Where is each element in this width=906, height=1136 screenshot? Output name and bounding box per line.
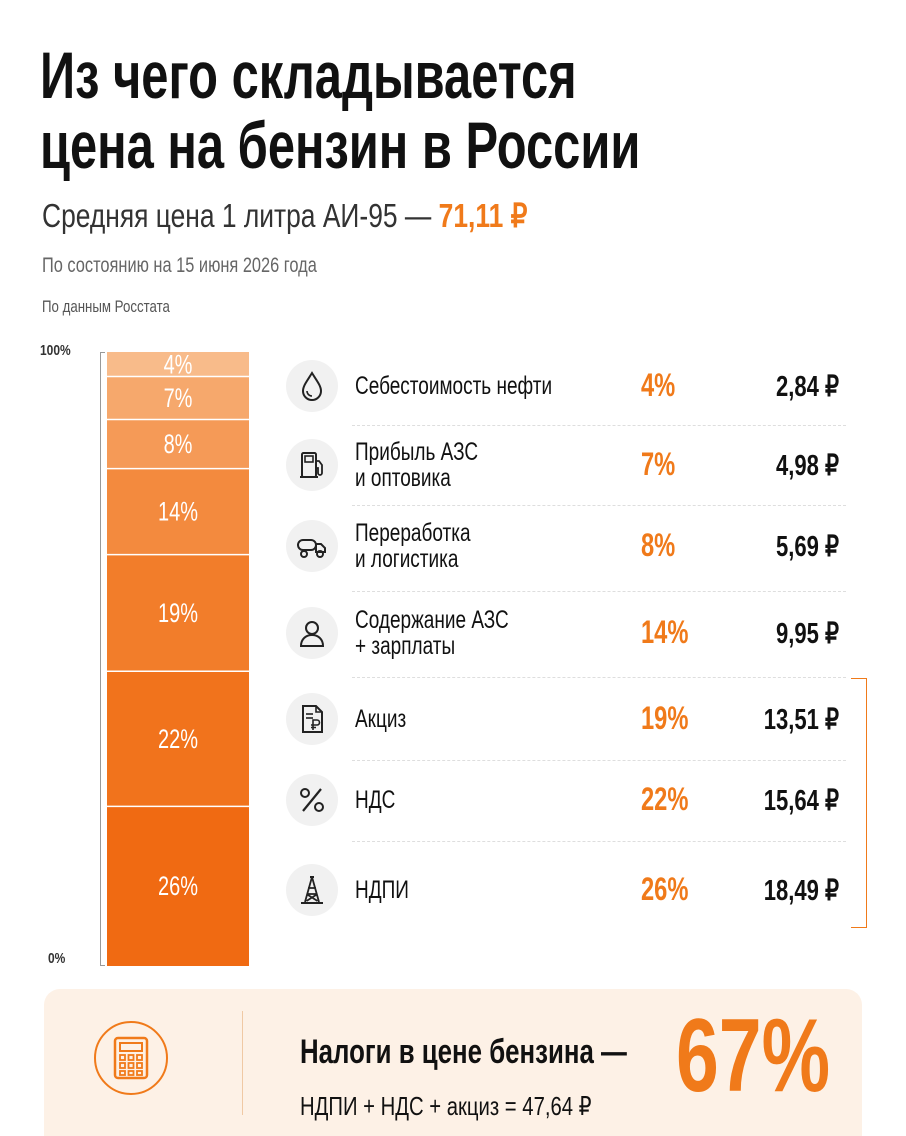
segment-label: 26% [158, 871, 198, 902]
bar-segment-7 [107, 806, 249, 966]
row-label: и логистика [355, 545, 459, 573]
summary-divider [242, 1011, 243, 1115]
title-line-1: Из чего складывается [40, 38, 577, 112]
row-percent: 14% [641, 614, 689, 650]
row-percent: 8% [641, 527, 676, 563]
row-amount: 15,64 ₽ [763, 785, 839, 817]
row-percent: 4% [641, 367, 676, 403]
person-icon [286, 607, 338, 659]
axis-label-bottom: 0% [48, 950, 66, 967]
row-separator [352, 841, 846, 842]
title-line-2: цена на бензин в России [40, 108, 641, 182]
row-amount: 2,84 ₽ [775, 371, 839, 403]
summary-formula: НДПИ + НДС + акциз = 47,64 ₽ [300, 1091, 592, 1121]
source-note: По данным Росстата [42, 297, 170, 316]
date-note: По состоянию на 15 июня 2026 года [42, 254, 317, 277]
segment-label: 19% [158, 598, 198, 629]
oil-rig-icon [286, 864, 338, 916]
row-percent: 26% [641, 871, 689, 907]
bar-segment-6 [107, 671, 249, 807]
row-amount: 9,95 ₽ [775, 618, 839, 650]
bar-segment-3 [107, 419, 249, 469]
bar-segment-5 [107, 554, 249, 672]
segment-label: 14% [158, 497, 198, 528]
segment-label: 4% [164, 349, 193, 380]
row-amount: 4,98 ₽ [775, 450, 839, 482]
row-separator [352, 760, 846, 761]
row-separator [352, 425, 846, 426]
average-price: 71,11 ₽ [438, 197, 528, 234]
row-label: НДС [355, 786, 396, 814]
row-amount: 18,49 ₽ [763, 875, 839, 907]
row-label: Переработка [355, 519, 471, 547]
row-separator [352, 677, 846, 678]
row-percent: 22% [641, 781, 689, 817]
segment-label: 22% [158, 724, 198, 755]
row-label: и оптовика [355, 464, 451, 492]
row-percent: 7% [641, 446, 676, 482]
page-title: Из чего складывается цена на бензин в Ро… [40, 40, 851, 180]
row-amount: 13,51 ₽ [763, 704, 839, 736]
row-label: Себестоимость нефти [355, 372, 553, 400]
fuel-pump-icon [286, 439, 338, 491]
calculator-icon [94, 1021, 168, 1095]
tax-bracket [851, 678, 867, 928]
row-label: Содержание АЗС [355, 606, 509, 634]
row-percent: 19% [641, 700, 689, 736]
row-label: Прибыль АЗС [355, 438, 479, 466]
subtitle: Средняя цена 1 литра АИ-95 — 71,11 ₽ [42, 196, 527, 235]
bar-segment-1 [107, 352, 249, 377]
percent-icon [286, 774, 338, 826]
segment-label: 7% [164, 383, 193, 414]
ruble-document-icon [286, 693, 338, 745]
segment-label: 8% [164, 429, 193, 460]
bar-segment-4 [107, 468, 249, 555]
row-label: + зарплаты [355, 632, 456, 660]
row-separator [352, 505, 846, 506]
summary-tax-share: 67% [676, 998, 831, 1114]
row-label: Акциз [355, 705, 407, 733]
bar-segment-2 [107, 376, 249, 420]
axis-label-top: 100% [40, 342, 71, 359]
row-separator [352, 591, 846, 592]
subtitle-prefix: Средняя цена 1 литра АИ-95 — [42, 197, 439, 234]
tanker-truck-icon [286, 520, 338, 572]
oil-drop-icon [286, 360, 338, 412]
row-label: НДПИ [355, 876, 409, 904]
row-amount: 5,69 ₽ [775, 531, 839, 563]
summary-title: Налоги в цене бензина — [300, 1033, 627, 1071]
summary-panel: Налоги в цене бензина — НДПИ + НДС + акц… [44, 989, 862, 1136]
axis-line [100, 352, 105, 966]
